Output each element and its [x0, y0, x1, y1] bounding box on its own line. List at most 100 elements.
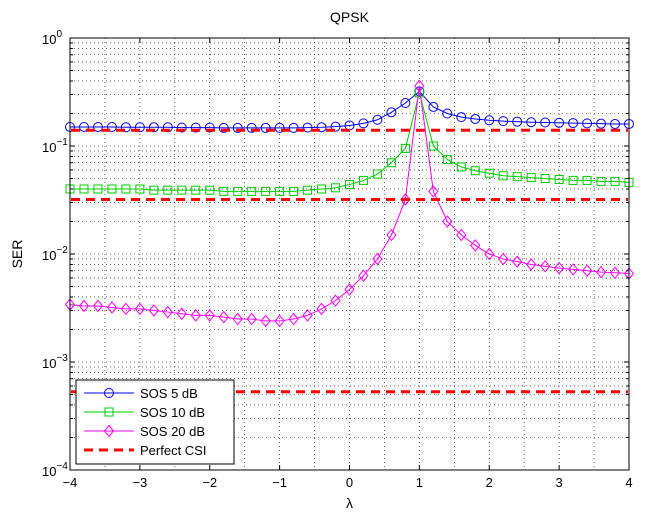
legend-item: Perfect CSI: [84, 443, 206, 458]
data-point: [456, 228, 467, 242]
data-point: [456, 162, 466, 172]
data-point: [246, 122, 257, 133]
data-point: [470, 166, 480, 176]
data-point: [93, 184, 103, 194]
data-point: [372, 252, 383, 266]
data-point: [288, 312, 299, 326]
legend-label: Perfect CSI: [140, 443, 206, 458]
data-point: [233, 186, 243, 196]
data-point: [330, 121, 341, 132]
data-point: [526, 258, 537, 271]
data-point: [162, 122, 173, 133]
data-point: [204, 122, 215, 133]
data-point: [372, 114, 383, 125]
y-tick-labels: 100 10−1 10−2 10−3 10−4: [42, 29, 68, 479]
data-point: [358, 269, 369, 282]
data-point: [386, 158, 396, 168]
data-point: [78, 121, 89, 132]
x-tick-labels: −4 −3 −2 −1 0 1 2 3 4: [63, 475, 633, 490]
data-point: [442, 215, 453, 228]
data-point: [498, 252, 509, 266]
x-tick-label: 3: [556, 475, 563, 490]
data-point: [526, 117, 537, 128]
legend-item: SOS 20 dB: [84, 424, 205, 439]
data-point: [609, 266, 621, 280]
data-point: [456, 112, 467, 123]
data-point: [610, 118, 621, 129]
x-tick-label: 0: [346, 475, 353, 490]
data-point: [484, 168, 494, 178]
data-point: [331, 183, 341, 193]
data-point: [232, 122, 243, 133]
data-point: [247, 186, 257, 196]
data-point: [190, 309, 201, 322]
data-point: [581, 264, 593, 278]
data-point: [232, 312, 243, 326]
data-point: [498, 171, 508, 181]
data-point: [92, 299, 104, 313]
data-point: [120, 302, 132, 316]
data-point: [386, 228, 397, 242]
legend: SOS 5 dB SOS 10 dB SOS 20 dB Perfect CSI: [75, 379, 235, 465]
data-point: [274, 314, 285, 328]
x-axis-label: λ: [346, 495, 353, 511]
data-point: [149, 185, 159, 195]
data-point: [512, 255, 523, 268]
data-point: [386, 107, 397, 118]
data-point: [78, 299, 90, 313]
x-tick-label: −1: [272, 475, 287, 490]
y-tick-label: 10−2: [42, 245, 68, 263]
data-point: [582, 118, 593, 129]
legend-marker: [104, 407, 114, 417]
grid-lines: [70, 38, 629, 470]
legend-item: SOS 10 dB: [84, 405, 205, 420]
data-point: [79, 184, 89, 194]
data-point: [205, 185, 215, 195]
data-point: [442, 154, 452, 164]
data-point: [568, 118, 579, 129]
data-point: [330, 294, 341, 307]
data-point: [554, 174, 564, 184]
data-point: [107, 184, 117, 194]
data-point: [274, 122, 285, 133]
data-point: [261, 186, 271, 196]
data-point: [148, 304, 159, 317]
series-sos-5-db: [65, 86, 634, 133]
data-point: [204, 309, 215, 322]
data-point: [358, 118, 369, 129]
data-point: [317, 184, 327, 194]
data-point: [176, 122, 187, 133]
data-point: [400, 98, 411, 109]
data-point: [191, 185, 201, 195]
data-point: [121, 184, 131, 194]
x-tick-label: −4: [63, 475, 78, 490]
data-point: [176, 307, 187, 320]
data-point: [582, 175, 592, 185]
data-point: [372, 169, 382, 179]
y-tick-label: 10−3: [42, 353, 68, 371]
data-point: [163, 185, 173, 195]
data-point: [345, 180, 354, 190]
data-point: [246, 312, 257, 326]
data-point: [92, 121, 103, 132]
legend-marker: [103, 424, 115, 438]
data-point: [218, 122, 229, 133]
data-point: [414, 79, 425, 93]
data-point: [106, 121, 117, 132]
data-point: [120, 122, 131, 133]
x-tick-label: 1: [416, 475, 423, 490]
data-point: [135, 184, 145, 194]
data-point: [428, 141, 438, 151]
data-point: [358, 175, 368, 185]
data-point: [512, 116, 523, 127]
data-point: [567, 263, 579, 276]
data-point: [344, 283, 355, 296]
data-point: [484, 115, 495, 126]
data-point: [316, 122, 327, 133]
data-point: [540, 259, 551, 273]
data-point: [177, 185, 187, 195]
data-point: [190, 122, 201, 133]
data-point: [219, 186, 229, 196]
data-point: [428, 185, 439, 198]
data-point: [302, 122, 313, 133]
